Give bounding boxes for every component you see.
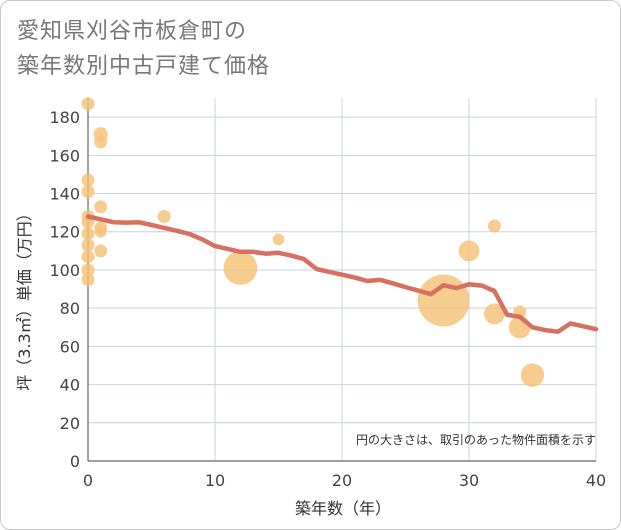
data-bubble bbox=[81, 227, 95, 241]
data-bubble bbox=[417, 274, 470, 327]
x-tick-label: 30 bbox=[459, 471, 479, 490]
data-bubble bbox=[94, 200, 108, 214]
y-tick-label: 180 bbox=[49, 108, 80, 127]
y-tick-label: 120 bbox=[49, 223, 80, 242]
data-bubble bbox=[81, 263, 95, 277]
x-tick-label: 40 bbox=[586, 471, 606, 490]
bubble-size-note: 円の大きさは、取引のあった物件面積を示す bbox=[356, 432, 596, 447]
average-price-line bbox=[85, 214, 599, 334]
trend-line-group bbox=[85, 214, 599, 334]
y-tick-label: 80 bbox=[60, 299, 80, 318]
data-bubble bbox=[81, 273, 95, 286]
y-tick-label: 60 bbox=[60, 337, 80, 356]
bubbles bbox=[81, 97, 545, 387]
grid-lines bbox=[88, 98, 597, 461]
y-tick-label: 160 bbox=[49, 146, 80, 165]
y-tick-label: 0 bbox=[70, 452, 80, 471]
y-tick-label: 40 bbox=[60, 376, 80, 395]
data-bubble bbox=[81, 97, 95, 111]
chart-title-line-1: 愛知県刈谷市板倉町の bbox=[17, 19, 248, 44]
data-bubble bbox=[94, 244, 108, 258]
x-tick-label: 0 bbox=[83, 471, 93, 490]
data-bubble bbox=[487, 219, 501, 233]
data-bubble bbox=[484, 303, 505, 325]
x-axis-label: 築年数（年） bbox=[295, 499, 391, 518]
data-bubble bbox=[81, 185, 95, 199]
data-bubble bbox=[223, 251, 258, 285]
data-bubble bbox=[81, 238, 95, 252]
x-tick-label: 20 bbox=[332, 471, 352, 490]
data-bubble bbox=[81, 250, 95, 264]
data-bubble bbox=[458, 240, 480, 262]
data-bubble bbox=[272, 233, 285, 246]
data-bubble bbox=[520, 363, 545, 387]
data-bubble bbox=[94, 225, 107, 238]
y-tick-label: 100 bbox=[49, 261, 80, 280]
data-bubble bbox=[157, 209, 171, 223]
x-tick-label: 10 bbox=[205, 471, 225, 490]
chart-title: 愛知県刈谷市板倉町の 築年数別中古戸建て価格 bbox=[17, 14, 270, 84]
chart-title-line-2: 築年数別中古戸建て価格 bbox=[17, 54, 271, 79]
y-tick-label: 20 bbox=[60, 414, 80, 433]
y-axis-label: 坪（3.3㎡）単価（万円） bbox=[15, 205, 34, 390]
data-bubble bbox=[81, 173, 95, 187]
y-tick-label: 140 bbox=[49, 185, 80, 204]
tick-labels: 0 20 40 60 80 100 120 140 160 180 0 10 20 30 40 bbox=[49, 108, 606, 490]
data-bubble bbox=[94, 135, 108, 149]
